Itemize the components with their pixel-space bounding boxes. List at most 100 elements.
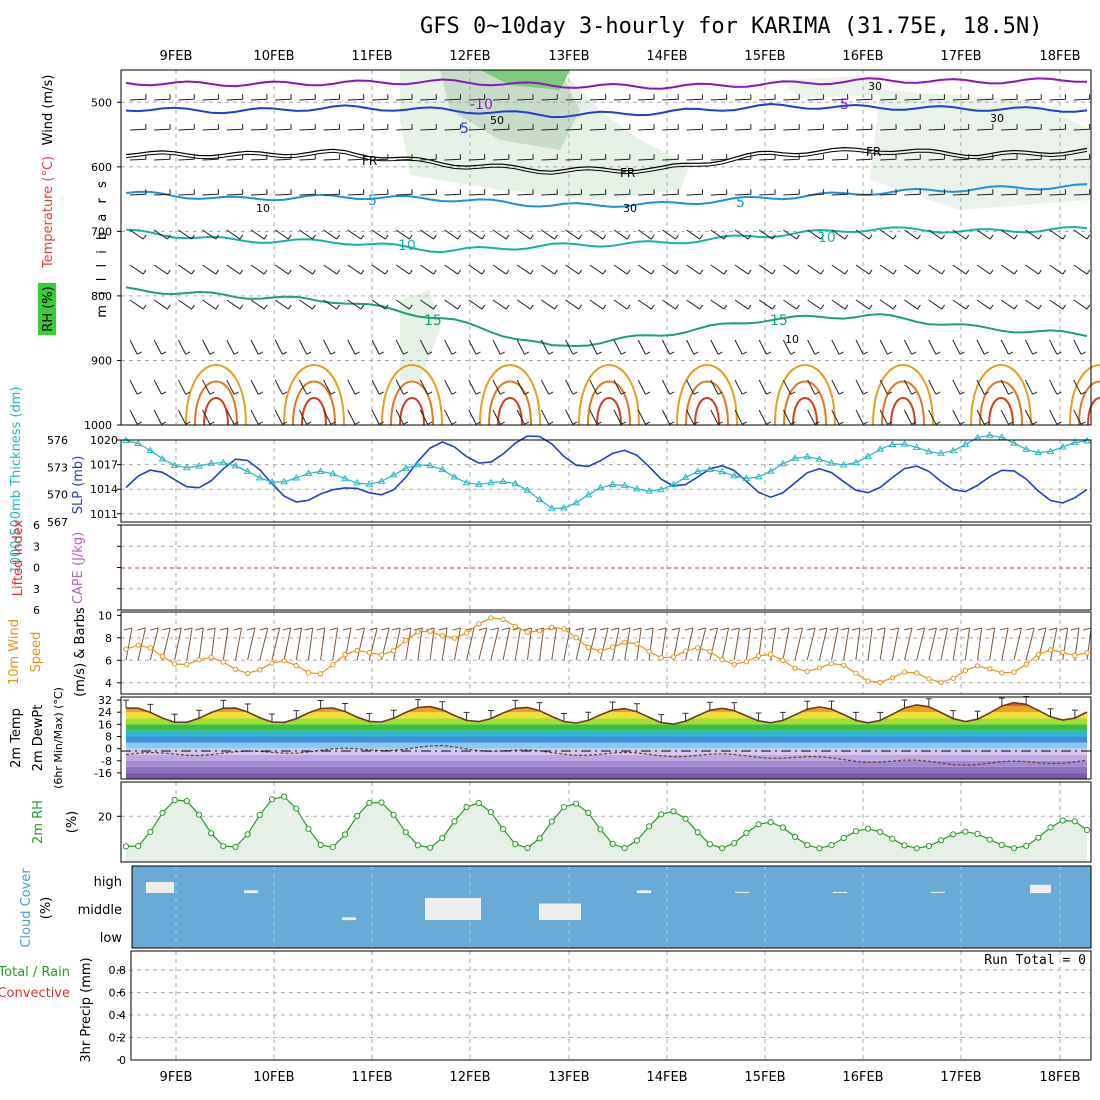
temp-contour [125,102,1088,119]
wind-barb [1080,391,1086,395]
rh2m-marker [366,799,373,806]
wind-barb [1008,351,1014,355]
wind-barb [863,627,873,631]
wind-barb [306,351,312,355]
wind-barb [1026,627,1035,631]
thickness-marker [170,461,179,468]
wind-barb [851,627,861,631]
date-label: 15FEB [744,1070,785,1085]
contour-label: -10 [470,97,493,113]
wind10-marker [354,647,360,654]
wind-barb [275,193,292,196]
wind10-axis: 4 6 8 10 [98,609,121,690]
wind-barb [807,98,824,101]
wind-barb [468,128,485,131]
thickness-marker [487,478,495,486]
wind-barb [1073,264,1088,275]
wind-barb [637,409,646,425]
wind-barb [395,409,404,425]
wind-barb [299,264,313,275]
wind-barb [903,627,913,631]
thickness-marker [1070,438,1079,445]
wind-barb [129,98,147,101]
wind-barb [767,627,776,631]
wind-barb [999,627,1009,631]
wind10-marker [1060,649,1066,655]
wind-barb [588,627,597,631]
wind-barb [336,304,341,310]
wind-barb [356,627,365,661]
wind-barb [806,627,816,661]
wind-barb [1049,193,1066,196]
wind10-marker [524,629,531,635]
thickness-marker [535,495,544,502]
wind-barb [427,391,433,395]
wind-barb [395,379,404,395]
thickness-marker [681,473,690,480]
rh2m-marker [354,812,361,820]
wind-barb [939,627,948,631]
wind-barb [671,627,680,631]
rh2m-marker [451,818,458,825]
wind-barb [661,409,671,425]
precip-frame [130,950,1092,1061]
wind-barb [794,627,803,631]
wind10-marker [500,616,506,623]
warm-contour [979,380,1023,426]
wind-barb [554,234,558,240]
rh2m-marker [317,841,324,849]
cloud-bar [146,882,174,893]
warm-contour [292,380,336,426]
thickness-marker [693,467,702,474]
wind-barb [492,98,510,101]
wind-barb [360,234,365,240]
wind-barb [1025,229,1039,240]
cloud-bars [146,882,1051,921]
wind-barb [274,409,283,425]
wind-barb [468,339,477,355]
temperature-band [126,702,1087,707]
wind-barb [831,264,846,275]
wind-barb [332,627,339,661]
wind-barb [742,391,747,395]
wind-barb [911,421,917,425]
wind-barb [457,269,462,275]
thickness-marker [888,440,897,447]
wind-barb [516,339,525,355]
warm-contour [381,364,443,426]
slp-line [125,435,1088,504]
wind-barb [879,627,886,661]
rh2m-marker [986,836,993,843]
temp2m-frame [120,696,1092,780]
wind-barb [984,421,989,425]
wind-barb [855,98,873,101]
wind-barb [717,351,723,355]
wind-barb [928,339,937,355]
rh-contour-labels: 30 30 50 30 10 10 [256,80,1004,346]
wind-barb [250,158,268,161]
wind-barb [928,98,945,101]
wind-barb [347,379,356,395]
wind-barb [645,627,654,631]
temp-contour [125,146,1088,172]
warm-contour [1069,364,1100,426]
wind-barb [880,158,897,161]
wind-barb [444,128,461,131]
wind-barb [226,264,241,275]
warm-contour [890,397,916,426]
wind-barb [783,299,797,310]
wind10-marker [232,666,239,672]
wind-barb [742,627,751,631]
wind-barb [1013,269,1018,275]
rh2m-marker [475,799,482,807]
wind-barb [185,391,191,395]
wind10-marker [549,624,555,630]
wind-barb [275,128,292,131]
wind-barb [838,391,844,395]
date-label: 17FEB [940,49,981,64]
wind-barb [637,379,646,395]
wind-barb [879,264,894,275]
wind-barb [371,379,380,395]
thickness-marker [316,467,325,474]
wind-barb [807,299,822,310]
